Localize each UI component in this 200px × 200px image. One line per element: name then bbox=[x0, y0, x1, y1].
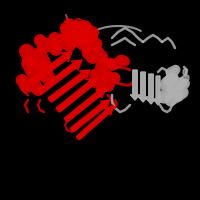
FancyArrow shape bbox=[146, 74, 156, 104]
FancyArrow shape bbox=[30, 52, 72, 84]
Ellipse shape bbox=[181, 80, 185, 86]
FancyArrow shape bbox=[49, 71, 90, 102]
FancyArrow shape bbox=[77, 106, 114, 140]
FancyArrow shape bbox=[64, 88, 106, 122]
Ellipse shape bbox=[183, 69, 187, 75]
FancyArrow shape bbox=[39, 60, 82, 94]
FancyArrow shape bbox=[138, 72, 148, 102]
FancyArrow shape bbox=[38, 60, 82, 94]
FancyArrow shape bbox=[77, 106, 114, 140]
FancyArrow shape bbox=[71, 100, 110, 132]
FancyArrow shape bbox=[56, 78, 98, 112]
Ellipse shape bbox=[185, 75, 189, 81]
FancyArrow shape bbox=[48, 70, 90, 102]
FancyArrow shape bbox=[70, 100, 110, 132]
FancyArrow shape bbox=[130, 70, 140, 100]
FancyArrow shape bbox=[31, 52, 72, 84]
FancyArrow shape bbox=[65, 88, 106, 122]
FancyArrow shape bbox=[154, 76, 162, 105]
FancyArrow shape bbox=[56, 78, 98, 112]
